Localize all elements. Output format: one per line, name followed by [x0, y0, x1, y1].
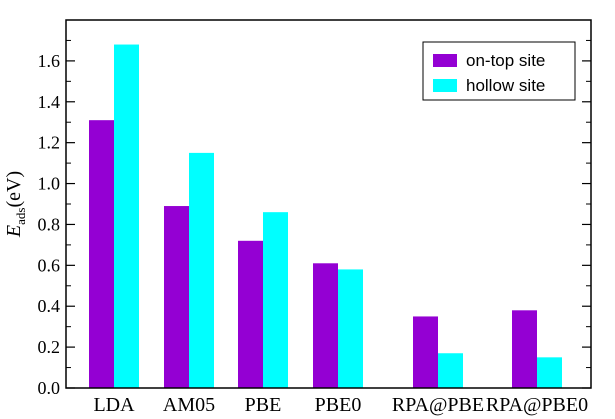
y-tick-label: 1.2 — [38, 133, 61, 153]
bar-pbe0-on-top-site — [313, 263, 338, 388]
bar-lda-hollow-site — [114, 44, 139, 389]
bar-pbe-hollow-site — [263, 212, 288, 388]
x-tick-label: RPA@PBE — [392, 394, 484, 416]
bar-rpa-pbe-on-top-site — [413, 316, 438, 388]
bar-am05-hollow-site — [189, 152, 214, 388]
y-axis-label-unit: (eV) — [3, 171, 25, 208]
legend-label: on-top site — [466, 51, 545, 70]
x-tick-label: PBE0 — [315, 394, 362, 416]
bar-lda-on-top-site — [89, 120, 114, 388]
y-axis-label-subscript: ads — [13, 208, 28, 225]
y-tick-label: 0.6 — [38, 255, 61, 275]
legend-swatch — [433, 79, 457, 92]
y-tick-label: 0.2 — [38, 337, 61, 357]
y-tick-label: 1.0 — [38, 174, 61, 194]
legend-swatch — [433, 54, 457, 67]
bars-group: LDA AM05 PBE PBE0 RPA@PBE RPA@PBE0 — [89, 44, 588, 416]
plot-frame — [65, 19, 592, 389]
legend: on-top site hollow site — [422, 41, 576, 101]
y-tick-label: 0.0 — [38, 378, 61, 398]
bar-rpa-pbe-hollow-site — [438, 353, 463, 388]
bar-am05-on-top-site — [164, 206, 189, 388]
y-axis-label-symbol: E — [3, 225, 25, 238]
x-tick-label: RPA@PBE0 — [486, 394, 588, 416]
x-tick-label: AM05 — [163, 394, 215, 416]
bar-pbe0-hollow-site — [338, 269, 363, 388]
legend-label: hollow site — [466, 76, 545, 95]
bar-rpa-pbe0-hollow-site — [537, 357, 562, 388]
y-tick-label: 1.4 — [38, 92, 61, 112]
y-tick-label: 1.6 — [38, 51, 61, 71]
y-tick-label: 0.8 — [38, 214, 61, 234]
axis-ticks: 0.0 0.2 0.4 0.6 0.8 1.0 1.2 1.4 1.6 — [38, 39, 591, 398]
bar-rpa-pbe0-on-top-site — [512, 310, 537, 388]
x-tick-label: PBE — [245, 394, 282, 416]
y-axis-label: Eads(eV) — [3, 171, 28, 238]
y-tick-label: 0.4 — [38, 296, 61, 316]
x-tick-label: LDA — [93, 394, 135, 416]
bar-pbe-on-top-site — [238, 240, 263, 388]
